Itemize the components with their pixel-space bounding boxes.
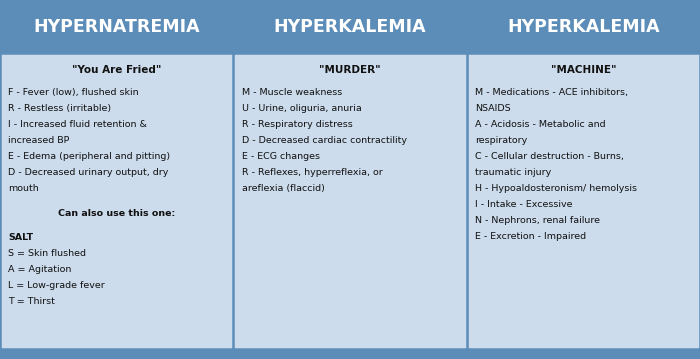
Text: F - Fever (low), flushed skin: F - Fever (low), flushed skin [8, 88, 139, 97]
Text: increased BP: increased BP [8, 136, 70, 145]
Text: NSAIDS: NSAIDS [475, 104, 511, 113]
Text: "You Are Fried": "You Are Fried" [72, 65, 162, 75]
Text: A = Agitation: A = Agitation [8, 265, 72, 274]
Text: "MACHINE": "MACHINE" [551, 65, 616, 75]
Text: D - Decreased urinary output, dry: D - Decreased urinary output, dry [8, 168, 169, 177]
Text: R - Reflexes, hyperreflexia, or: R - Reflexes, hyperreflexia, or [241, 168, 382, 177]
Text: M - Medications - ACE inhibitors,: M - Medications - ACE inhibitors, [475, 88, 628, 97]
Text: mouth: mouth [8, 184, 39, 193]
Text: areflexia (flaccid): areflexia (flaccid) [241, 184, 325, 193]
Text: I - Increased fluid retention &: I - Increased fluid retention & [8, 120, 147, 129]
Text: T = Thirst: T = Thirst [8, 297, 55, 306]
Text: I - Intake - Excessive: I - Intake - Excessive [475, 200, 573, 209]
Text: "MURDER": "MURDER" [319, 65, 381, 75]
Text: E - ECG changes: E - ECG changes [241, 152, 320, 161]
Text: E - Excretion - Impaired: E - Excretion - Impaired [475, 232, 586, 241]
Bar [233, 0, 467, 53]
Text: D - Decreased cardiac contractility: D - Decreased cardiac contractility [241, 136, 407, 145]
Text: N - Nephrons, renal failure: N - Nephrons, renal failure [475, 216, 600, 225]
Text: SALT: SALT [8, 233, 34, 242]
Text: E - Edema (peripheral and pitting): E - Edema (peripheral and pitting) [8, 152, 171, 161]
Text: respiratory: respiratory [475, 136, 527, 145]
Text: M - Muscle weakness: M - Muscle weakness [241, 88, 342, 97]
Text: HYPERKALEMIA: HYPERKALEMIA [274, 18, 426, 36]
Text: A - Acidosis - Metabolic and: A - Acidosis - Metabolic and [475, 120, 606, 129]
Text: U - Urine, oliguria, anuria: U - Urine, oliguria, anuria [241, 104, 361, 113]
Text: R - Respiratory distress: R - Respiratory distress [241, 120, 353, 129]
Bar [467, 0, 700, 53]
Text: traumatic injury: traumatic injury [475, 168, 552, 177]
Text: R - Restless (irritable): R - Restless (irritable) [8, 104, 111, 113]
Text: HYPERNATREMIA: HYPERNATREMIA [34, 18, 200, 36]
Text: Can also use this one:: Can also use this one: [58, 209, 175, 218]
Text: C - Cellular destruction - Burns,: C - Cellular destruction - Burns, [475, 152, 624, 161]
Text: HYPERKALEMIA: HYPERKALEMIA [507, 18, 659, 36]
Bar [0, 0, 233, 53]
Text: L = Low-grade fever: L = Low-grade fever [8, 281, 105, 290]
Bar [0, 349, 700, 359]
Text: H - Hypoaldosteronism/ hemolysis: H - Hypoaldosteronism/ hemolysis [475, 184, 637, 193]
Text: S = Skin flushed: S = Skin flushed [8, 249, 86, 258]
